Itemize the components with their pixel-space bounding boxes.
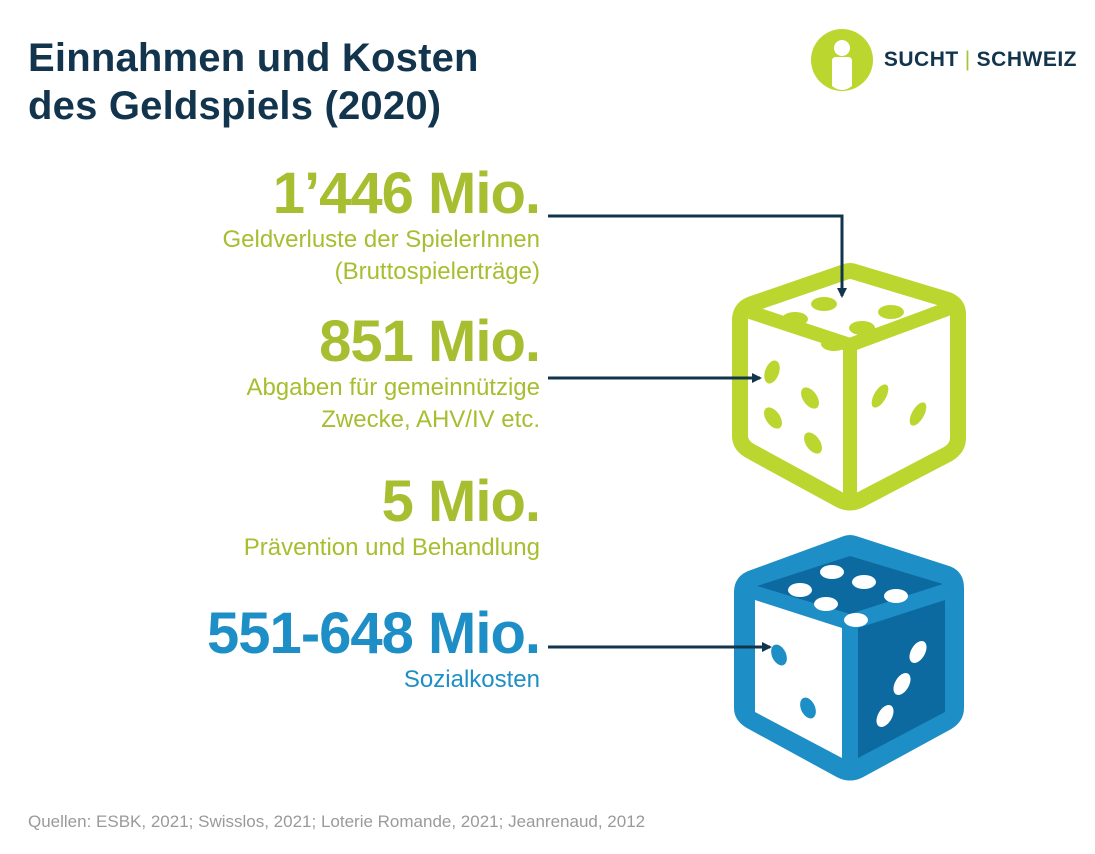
item-public-benefit-levies: 851 Mio. Abgaben für gemeinnützige Zweck… [246,309,541,436]
page-title: Einnahmen und Kosten des Geldspiels (202… [28,36,479,128]
blue-die-icon [734,535,964,781]
arrow-icon [548,214,847,298]
logo-text-left: SUCHT [883,48,959,71]
desc-gross-gaming-revenue: Geldverluste der SpielerInnen (Bruttospi… [222,226,540,285]
item-gross-gaming-revenue: 1’446 Mio. Geldverluste der SpielerInnen… [222,161,541,288]
item-social-costs: 551-648 Mio. Sozialkosten [207,601,541,696]
sucht-schweiz-logo: SUCHT | SCHWEIZ [810,28,1077,92]
amount-public-benefit-levies: 851 Mio. [319,309,541,374]
source-note: Quellen: ESBK, 2021; Swisslos, 2021; Lot… [28,812,646,831]
logo-separator: | [964,48,971,71]
desc-public-benefit-levies: Abgaben für gemeinnützige Zwecke, AHV/IV… [246,374,540,433]
item-prevention-treatment: 5 Mio. Prävention und Behandlung [243,469,541,564]
logo-person-icon [810,29,873,91]
desc-prevention-treatment: Prävention und Behandlung [243,534,540,561]
green-die-icon [732,263,966,511]
logo-text-right: SCHWEIZ [976,48,1077,71]
amount-gross-gaming-revenue: 1’446 Mio. [272,161,541,226]
amount-social-costs: 551-648 Mio. [207,601,541,666]
amount-prevention-treatment: 5 Mio. [381,469,541,534]
desc-social-costs: Sozialkosten [403,666,540,693]
